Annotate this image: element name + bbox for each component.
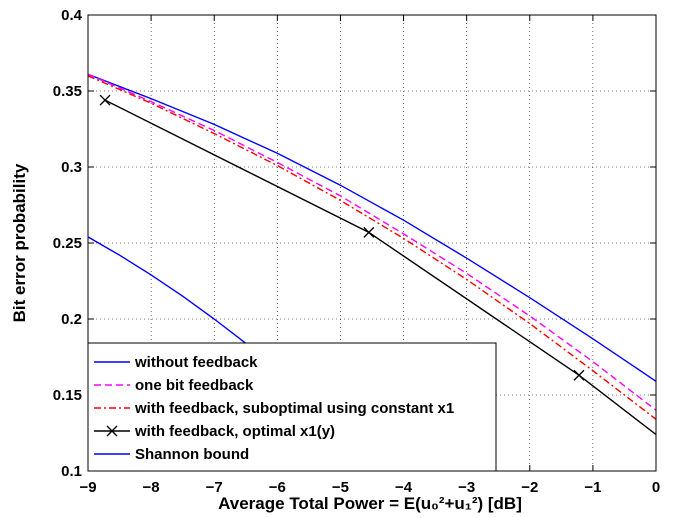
x-tick-label: 0 xyxy=(652,479,660,496)
legend-box xyxy=(87,342,497,472)
legend-label: with feedback, optimal x1(y) xyxy=(134,423,335,440)
y-tick-label: 0.2 xyxy=(61,311,82,328)
legend-label: with feedback, suboptimal using constant… xyxy=(134,400,454,417)
x-tick-label: −1 xyxy=(584,479,601,496)
y-tick-label: 0.4 xyxy=(61,7,83,24)
y-tick-label: 0.15 xyxy=(53,387,82,404)
x-tick-label: −6 xyxy=(269,479,286,496)
y-tick-label: 0.3 xyxy=(61,159,82,176)
x-tick-label: −9 xyxy=(79,479,96,496)
legend: without feedback one bit feedback with fee… xyxy=(87,342,497,472)
data-point-marker xyxy=(106,425,118,437)
y-axis-label: Bit error probability xyxy=(10,163,29,322)
legend-label: one bit feedback xyxy=(135,377,254,394)
legend-label: without feedback xyxy=(134,354,258,371)
x-tick-label: −3 xyxy=(458,479,475,496)
x-axis-label-text: Average Total Power = E(u₀²+u₁²) [dB] xyxy=(218,494,522,513)
tick-labels: −9 −8 −7 −6 −5 −4 −3 −2 −1 0 0.1 0.15 0.2 0.25 0.3 0.35… xyxy=(53,7,660,496)
x-axis-label: Average Total Power = E(u₀²+u₁²) [dB] xyxy=(218,494,522,513)
y-tick-label: 0.1 xyxy=(61,463,82,480)
data-point-marker xyxy=(363,226,375,238)
series-line-4 xyxy=(104,99,656,436)
x-tick-label: −4 xyxy=(395,479,413,496)
series-line-1 xyxy=(88,73,656,382)
markers-group xyxy=(99,94,585,381)
x-tick-label: −8 xyxy=(143,479,160,496)
x-tick-label: −7 xyxy=(206,479,223,496)
x-tick-label: −5 xyxy=(332,479,349,496)
data-point-marker xyxy=(573,369,585,381)
legend-label: Shannon bound xyxy=(135,446,249,463)
y-tick-label: 0.35 xyxy=(53,83,82,100)
x-tick-label: −2 xyxy=(521,479,538,496)
y-tick-label: 0.25 xyxy=(53,235,82,252)
series-line-2 xyxy=(88,73,656,411)
series-line-3 xyxy=(88,75,656,420)
data-point-marker xyxy=(99,94,111,106)
